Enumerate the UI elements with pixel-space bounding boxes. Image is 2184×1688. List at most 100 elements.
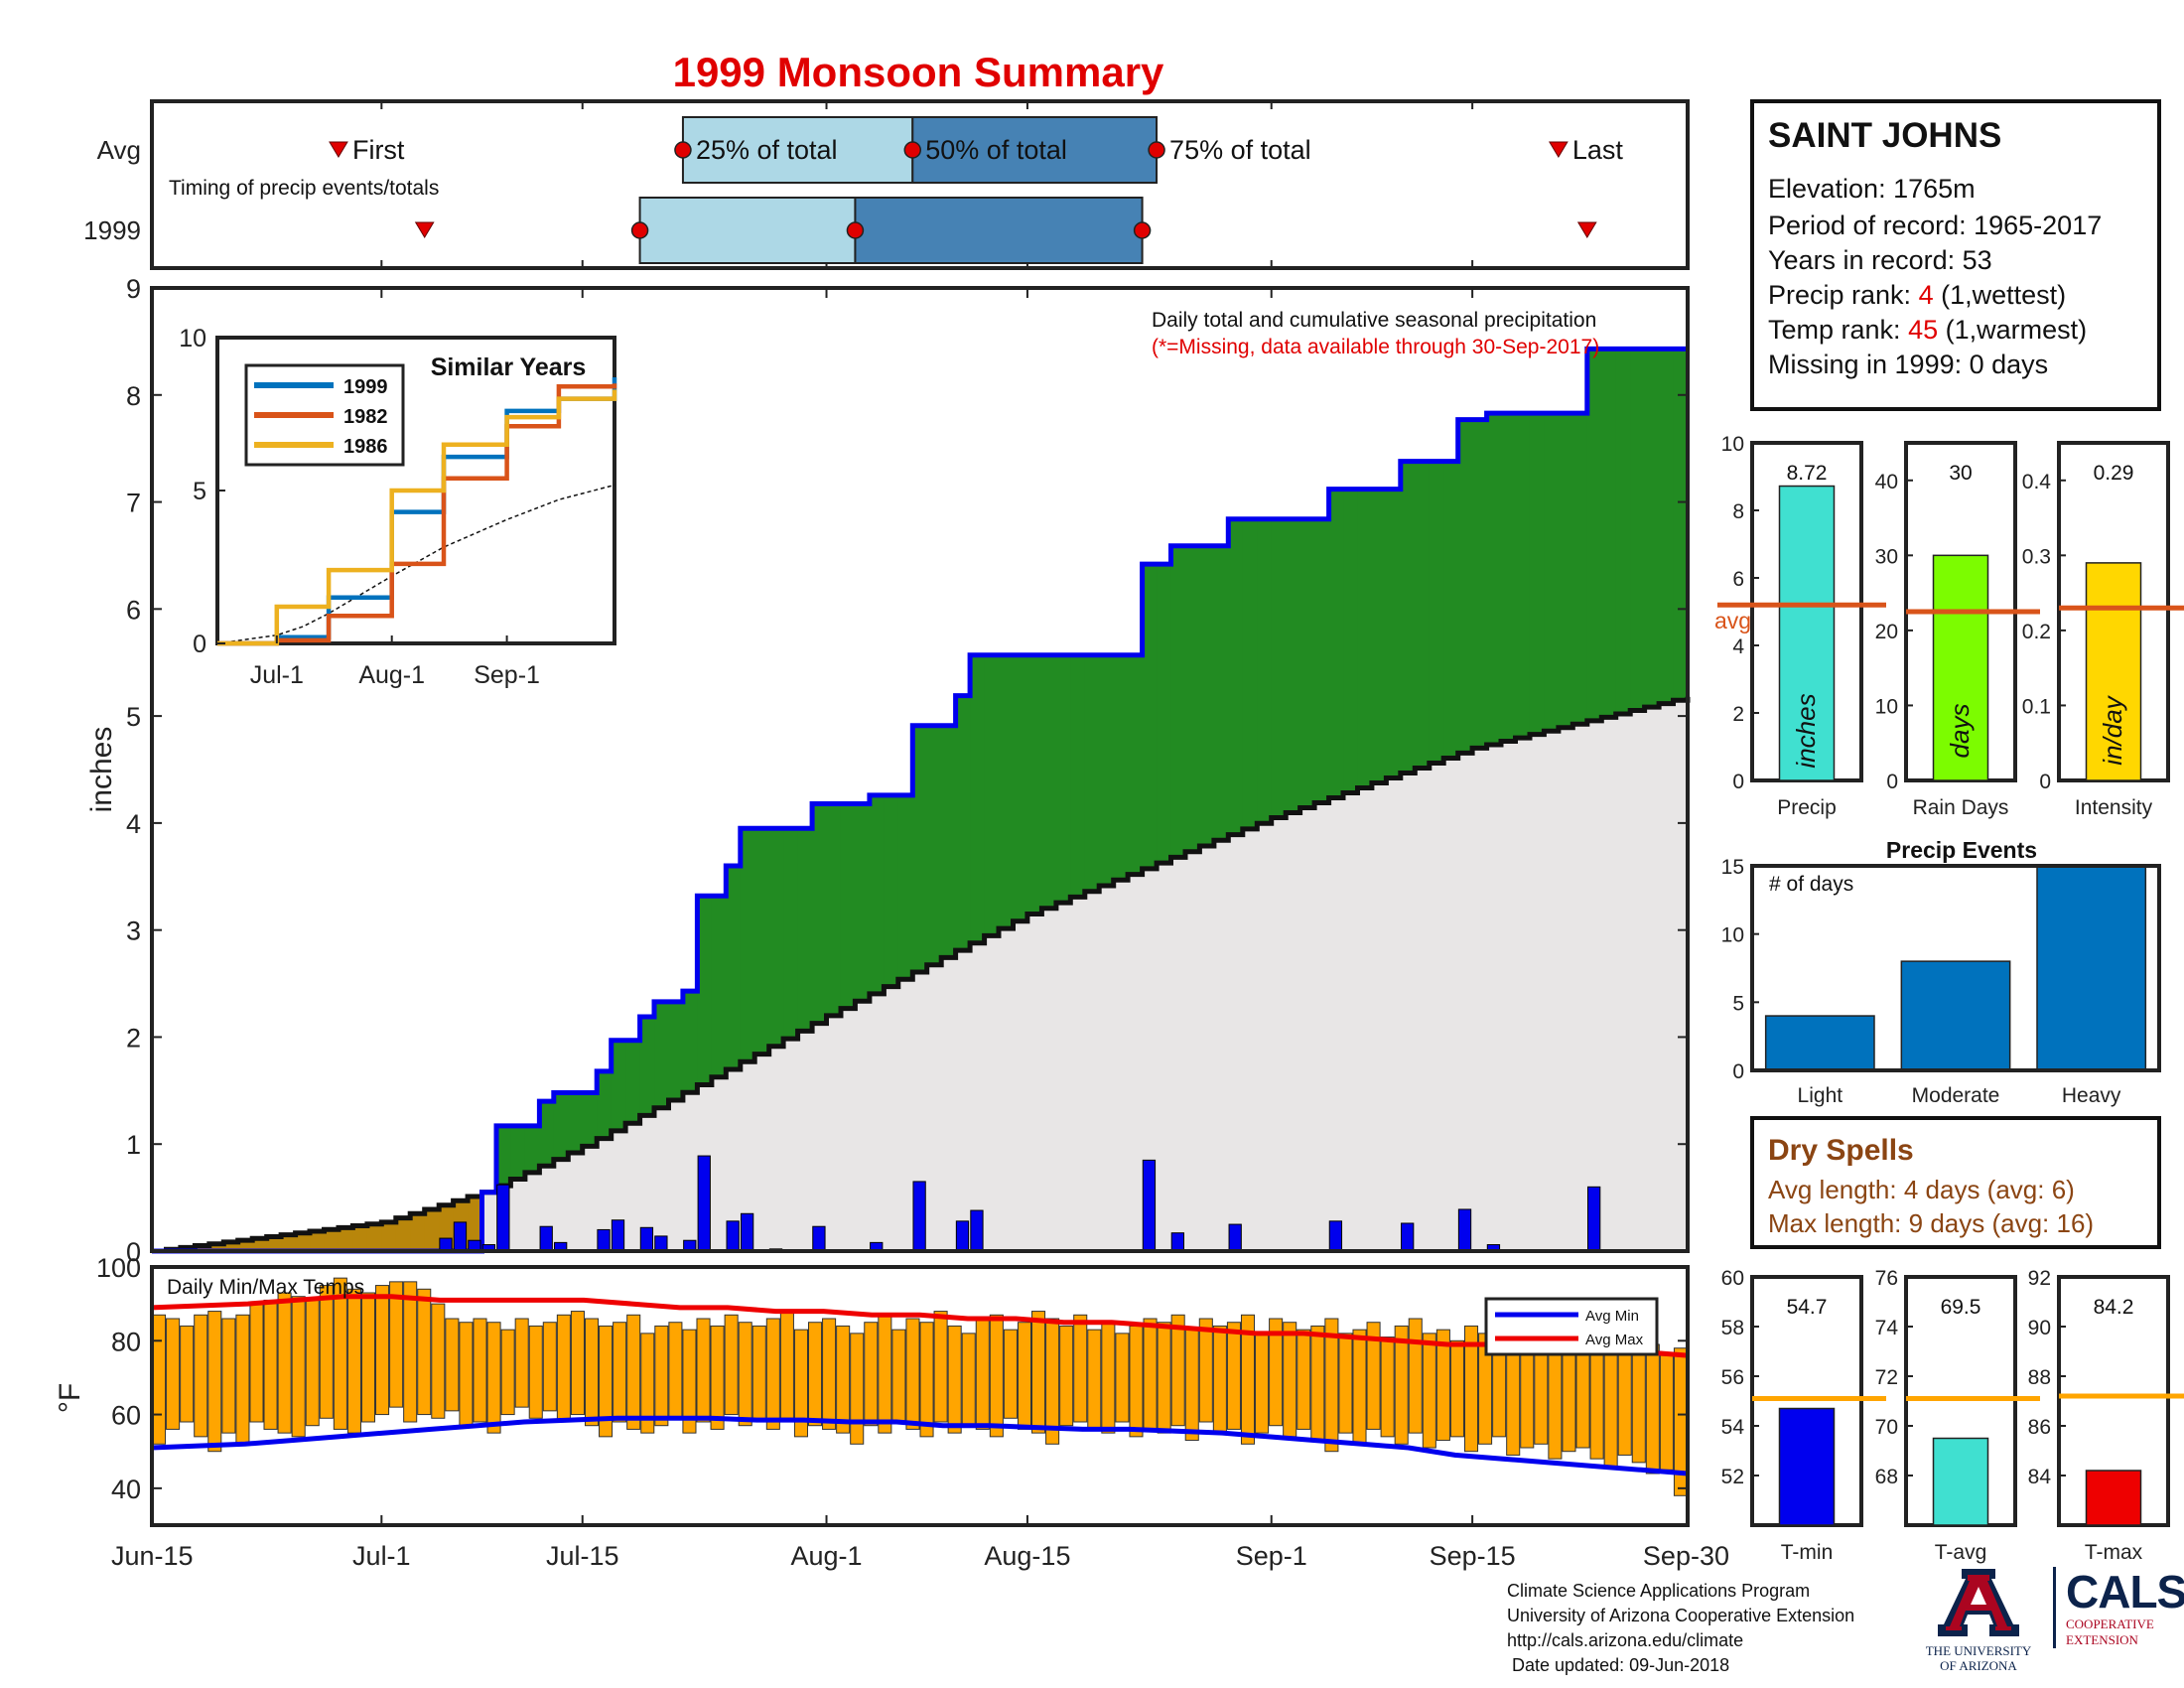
temp-rank-suffix: (1,warmest)	[1938, 315, 2087, 345]
y1999-timing-dot-50	[846, 221, 865, 239]
deficit-area	[424, 1208, 440, 1251]
daily-precip-bar	[496, 1184, 510, 1252]
tmax-bar	[2085, 1470, 2142, 1526]
surplus-area	[1429, 461, 1444, 764]
tavg-tick-label: 70	[1875, 1416, 1898, 1439]
tavg-panel: 68 70 72 74 76 69.5 T-avg	[1875, 1267, 2040, 1564]
daily-temp-bar	[514, 1318, 529, 1408]
footer-credits: Climate Science Applications Program Uni…	[1507, 1581, 1854, 1675]
precip-unit: inches	[1791, 693, 1821, 768]
intensity-tick-label: 0.1	[2022, 695, 2051, 718]
daily-precip-bar	[726, 1220, 740, 1252]
daily-temp-bar	[724, 1314, 739, 1416]
daily-temp-bar	[1240, 1314, 1256, 1445]
legend-avg-min-label: Avg Min	[1585, 1308, 1639, 1325]
daily-temp-bar	[1548, 1343, 1563, 1460]
deficit-area	[252, 1238, 268, 1251]
main-y-tick-label: 5	[126, 702, 141, 732]
rain-days-tick-label: 30	[1875, 545, 1898, 568]
rain-days-unit: days	[1945, 704, 1975, 759]
inset-x-tick-label: Jul-1	[250, 661, 304, 689]
daily-temp-bar	[291, 1296, 306, 1438]
surplus-area	[1386, 489, 1402, 778]
intensity-label: Intensity	[2075, 796, 2153, 819]
figure-title: 1999 Monsoon Summary	[673, 49, 1164, 95]
deficit-area	[395, 1217, 411, 1251]
date-tick-label: Sep-1	[1236, 1541, 1307, 1571]
cals-logo-text: CALS	[2066, 1566, 2184, 1618]
precip-events-ylabel: # of days	[1769, 873, 1853, 896]
events-category-label: Heavy	[2062, 1084, 2121, 1107]
surplus-area	[1472, 419, 1488, 749]
daily-temp-bar	[947, 1325, 962, 1434]
surplus-area	[726, 866, 742, 1070]
surplus-area	[682, 991, 699, 1093]
precip-rank-prefix: Precip rank:	[1768, 280, 1919, 310]
events-tick-label: 0	[1732, 1060, 1744, 1083]
y1999-last-marker-icon	[1576, 221, 1597, 238]
p75-label: 75% of total	[1169, 135, 1311, 165]
daily-temp-bar	[1283, 1322, 1297, 1438]
daily-precip-bar	[1586, 1186, 1601, 1252]
temp-rank-prefix: Temp rank:	[1768, 315, 1908, 345]
university-of-arizona-logo: THE UNIVERSITY OF ARIZONA	[1914, 1567, 2043, 1673]
surplus-area	[495, 1125, 512, 1187]
daily-temp-bar	[836, 1325, 851, 1434]
daily-temp-bar	[584, 1318, 600, 1427]
surplus-area	[668, 1001, 684, 1100]
daily-temp-bar	[793, 1329, 808, 1438]
daily-temp-bar	[1575, 1339, 1590, 1449]
rain-days-value: 30	[1949, 462, 1972, 485]
timing-row-label-avg: Avg	[97, 135, 141, 165]
daily-temp-bar	[961, 1333, 976, 1427]
surplus-area	[1314, 518, 1330, 803]
daily-precip-bar	[639, 1226, 654, 1252]
footer-url: http://cals.arizona.edu/climate	[1507, 1630, 1743, 1650]
avg-last-marker-icon	[1548, 141, 1569, 158]
surplus-area	[1084, 654, 1100, 892]
tmax-panel: 84 86 88 90 92 84.2 T-max	[2028, 1267, 2184, 1564]
events-tick-label: 5	[1732, 992, 1744, 1015]
surplus-area	[1157, 564, 1172, 864]
daily-precip-bar	[1142, 1159, 1157, 1252]
daily-temp-bar	[1603, 1347, 1618, 1468]
station-temp-rank: Temp rank: 45 (1,warmest)	[1768, 315, 2087, 345]
precip-panel: avg 0 2 4 6 8 10 8.72 Precip inches	[1714, 433, 1886, 819]
inset-legend: 1999 1982 1986	[244, 363, 405, 467]
ua-logo-line1: THE UNIVERSITY	[1925, 1643, 2032, 1658]
daily-temp-bar	[975, 1318, 990, 1430]
surplus-area	[797, 828, 813, 1032]
station-precip-rank: Precip rank: 4 (1,wettest)	[1768, 280, 2066, 310]
surplus-area	[553, 1092, 569, 1160]
daily-temp-bar	[710, 1325, 725, 1430]
surplus-area	[1415, 461, 1431, 769]
daily-temp-bar	[626, 1314, 641, 1430]
surplus-area	[1529, 413, 1546, 735]
surplus-area	[855, 803, 871, 1002]
daily-temp-bar	[403, 1281, 418, 1423]
avg-timing-dot-75	[1148, 141, 1165, 159]
temp-y-tick-label: 80	[111, 1327, 141, 1356]
daily-temp-bar	[654, 1325, 669, 1427]
daily-temp-bar	[152, 1314, 167, 1445]
daily-temp-bar	[1297, 1329, 1311, 1430]
tavg-value: 69.5	[1941, 1296, 1981, 1319]
surplus-area	[1443, 461, 1459, 759]
main-precip-chart: 0 1 2 3 4 5 6 7 8 9 inches Daily total and cumula…	[85, 274, 1691, 1267]
surplus-area	[639, 1016, 655, 1116]
daily-temp-bar	[166, 1318, 181, 1430]
daily-temp-bar	[1589, 1343, 1604, 1460]
daily-temp-bar	[1269, 1318, 1284, 1427]
surplus-area	[1026, 654, 1042, 914]
avg-first-marker-icon	[329, 141, 348, 158]
surplus-area	[1213, 545, 1229, 841]
surplus-area	[1630, 349, 1646, 711]
precip-tick-label: 10	[1721, 433, 1744, 456]
intensity-tick-label: 0.3	[2022, 545, 2051, 568]
surplus-area	[1659, 349, 1675, 704]
temp-y-tick-label: 100	[96, 1253, 141, 1283]
surplus-area	[1572, 413, 1588, 725]
surplus-area	[1400, 461, 1416, 774]
daily-temp-bar	[1422, 1333, 1436, 1449]
daily-temp-bar	[1031, 1311, 1046, 1434]
